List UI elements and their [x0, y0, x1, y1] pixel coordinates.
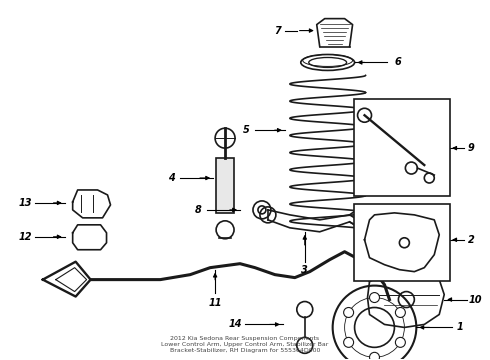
Text: 12: 12: [18, 232, 31, 242]
Text: 2012 Kia Sedona Rear Suspension Components
Lower Control Arm, Upper Control Arm,: 2012 Kia Sedona Rear Suspension Componen…: [161, 336, 329, 353]
Text: 7: 7: [274, 26, 281, 36]
Text: 3: 3: [301, 265, 308, 275]
Circle shape: [369, 352, 379, 360]
Circle shape: [343, 337, 354, 347]
Circle shape: [369, 293, 379, 302]
Text: 5: 5: [243, 125, 249, 135]
Text: 6: 6: [394, 58, 401, 67]
Circle shape: [395, 307, 405, 318]
Circle shape: [395, 337, 405, 347]
Circle shape: [343, 307, 354, 318]
Text: 4: 4: [168, 173, 174, 183]
Text: 9: 9: [468, 143, 474, 153]
Text: 13: 13: [18, 198, 31, 208]
Text: 10: 10: [468, 294, 482, 305]
FancyBboxPatch shape: [354, 204, 450, 280]
Text: 11: 11: [208, 297, 222, 307]
Text: 1: 1: [457, 323, 464, 332]
Text: 2: 2: [468, 235, 474, 245]
Text: 8: 8: [195, 205, 201, 215]
Bar: [216, 158, 234, 213]
Text: 14: 14: [228, 319, 242, 329]
FancyBboxPatch shape: [354, 99, 450, 196]
